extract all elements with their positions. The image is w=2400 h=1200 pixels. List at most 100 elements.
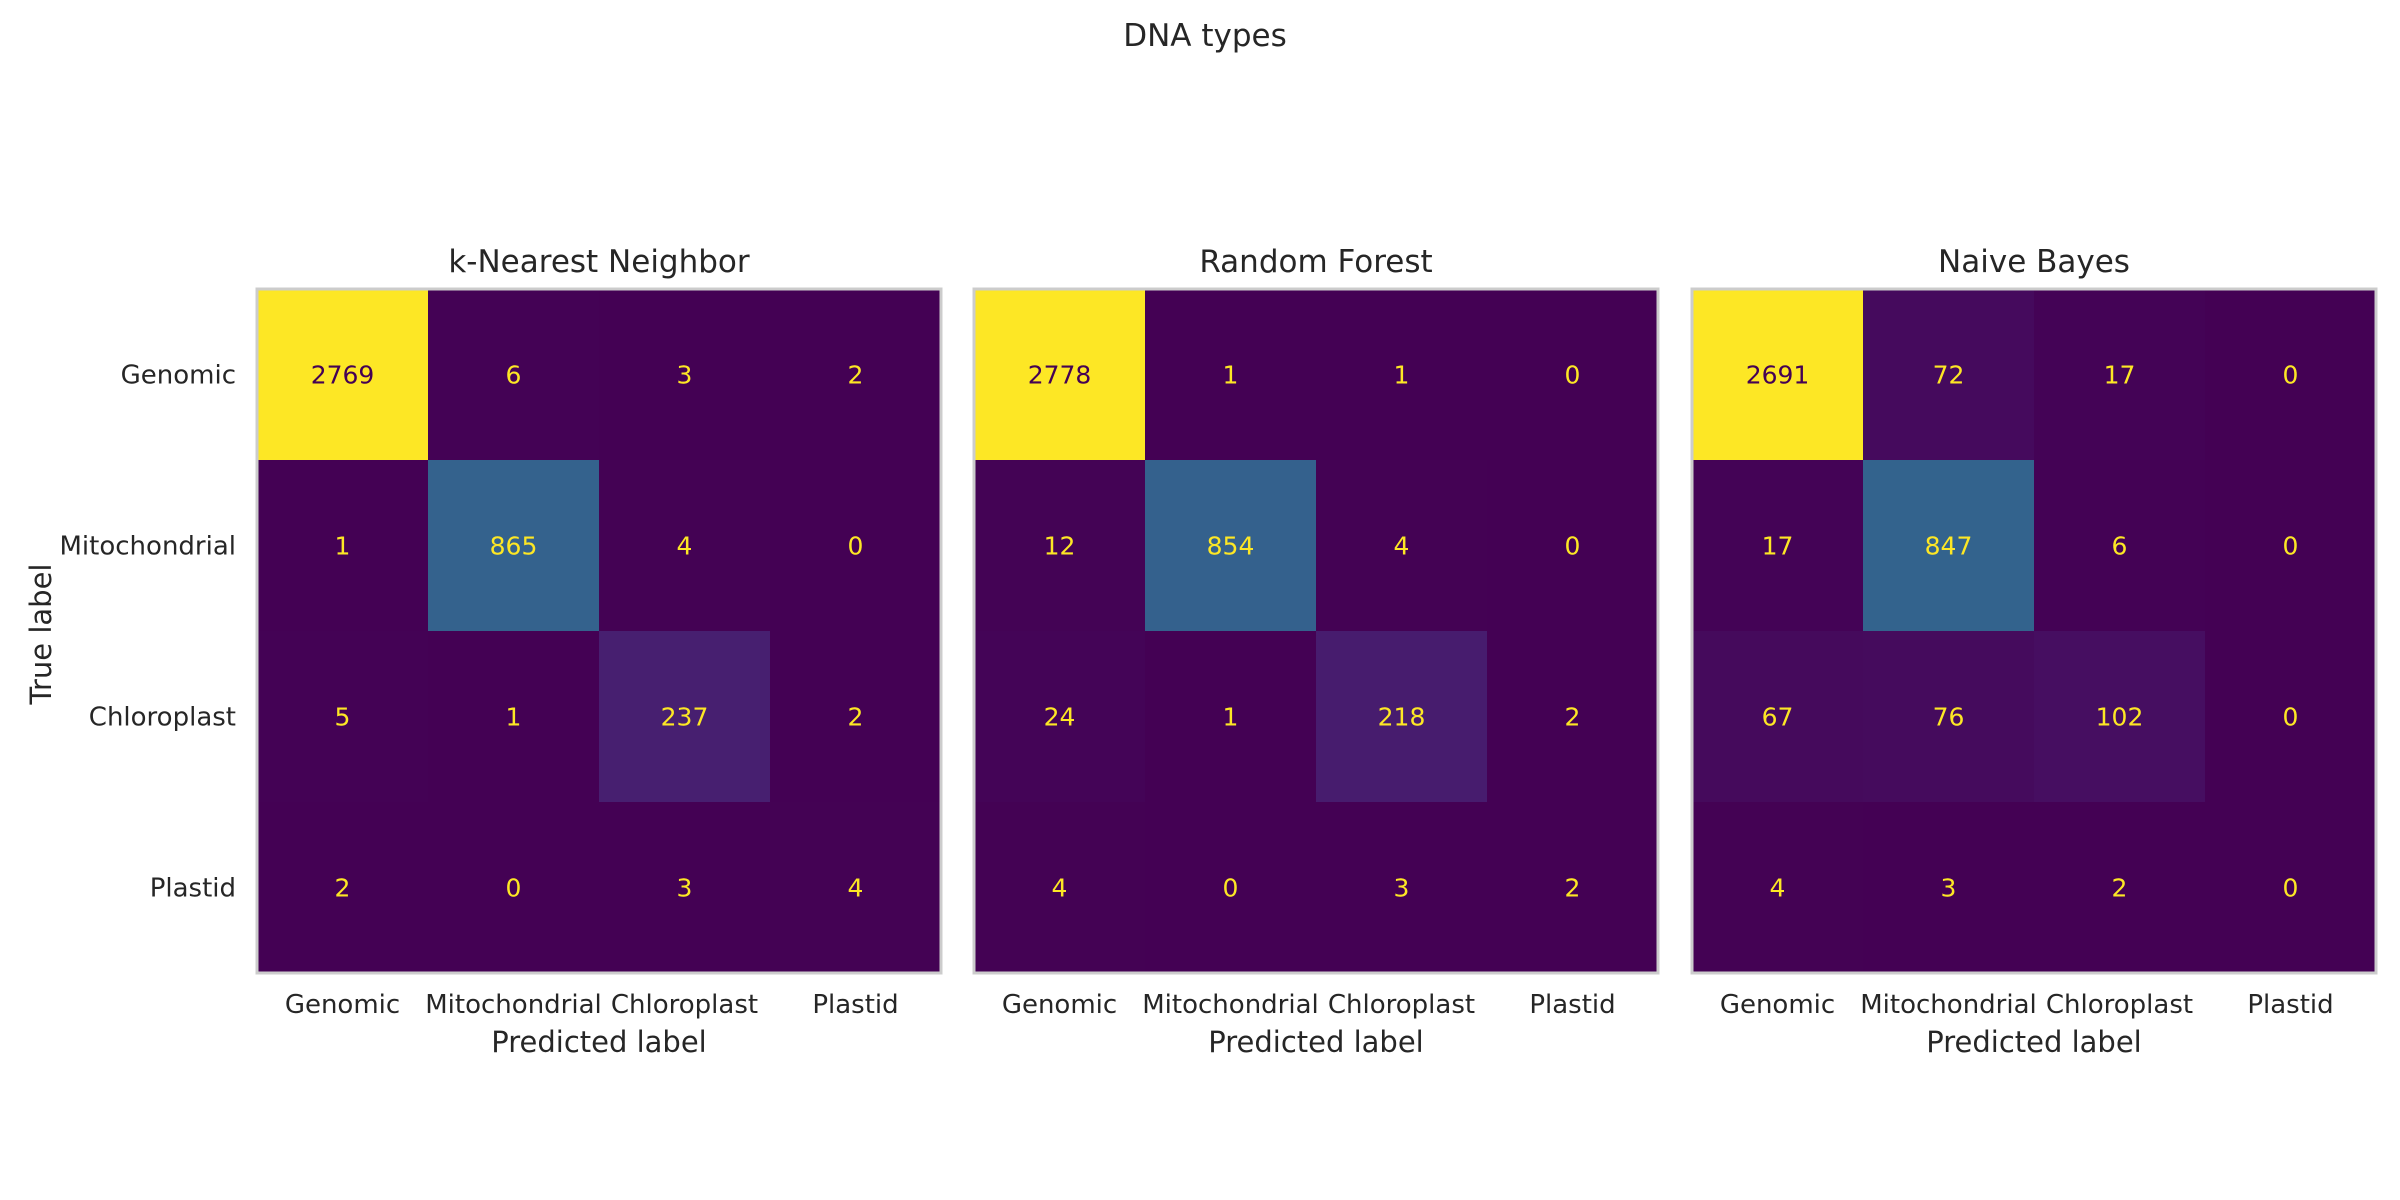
heatmap-cell [2034, 802, 2206, 974]
x-tick-label: Mitochondrial [1860, 990, 2037, 1020]
x-axis-label: Predicted label [491, 1025, 707, 1059]
cell-value-label: 3 [677, 874, 693, 903]
cell-value-label: 237 [661, 703, 709, 732]
cell-value-label: 2 [848, 703, 864, 732]
y-tick-label: Mitochondrial [60, 532, 237, 562]
heatmap-cell [1145, 460, 1317, 632]
panel-title: Random Forest [1199, 244, 1432, 280]
heatmap-cell [1316, 460, 1488, 632]
heatmap-cell [1487, 289, 1659, 461]
cell-value-label: 0 [2283, 703, 2299, 732]
cell-value-label: 0 [2283, 874, 2299, 903]
cell-value-label: 0 [506, 874, 522, 903]
heatmap-cell [1692, 802, 1864, 974]
cell-value-label: 2778 [1028, 361, 1092, 390]
heatmap-cell [257, 631, 429, 803]
x-tick-label: Chloroplast [2046, 990, 2193, 1020]
cell-value-label: 6 [506, 361, 522, 390]
cell-value-label: 6 [2112, 532, 2128, 561]
x-tick-label: Genomic [285, 990, 400, 1020]
heatmap-cell [2034, 289, 2206, 461]
confusion-matrix-panel: k-Nearest Neighbor 2769 6 3 2 1 865 4 0 5 1 237 2 2 0 3… [60, 244, 943, 1059]
heatmap-cell [2034, 631, 2206, 803]
heatmap-cell [770, 289, 942, 461]
heatmap-cell [1316, 289, 1488, 461]
cell-value-label: 0 [2283, 361, 2299, 390]
cell-value-label: 2 [335, 874, 351, 903]
x-tick-label: Chloroplast [1328, 990, 1475, 1020]
heatmap-cell [1863, 631, 2035, 803]
confusion-matrix-panel: Naive Bayes 2691 72 17 0 17 847 6 0 67 76 102 0 4 3 2 0 G… [1690, 244, 2378, 1059]
cell-value-label: 1 [1394, 361, 1410, 390]
x-tick-label: Mitochondrial [425, 990, 602, 1020]
cell-value-label: 76 [1933, 703, 1965, 732]
heatmap-cell [2205, 631, 2377, 803]
panel-title: k-Nearest Neighbor [448, 244, 750, 280]
x-tick-label: Genomic [1002, 990, 1117, 1020]
heatmap-cell [257, 802, 429, 974]
cell-value-label: 17 [2104, 361, 2136, 390]
heatmap-cell [1692, 289, 1864, 461]
heatmap-cell [1863, 802, 2035, 974]
heatmap-cell [1145, 631, 1317, 803]
y-tick-label: Plastid [150, 874, 236, 904]
heatmap-cell [257, 289, 429, 461]
heatmap-cell [1487, 631, 1659, 803]
panel-frame [255, 287, 943, 975]
heatmap-cell [599, 460, 771, 632]
x-axis-label: Predicted label [1208, 1025, 1424, 1059]
y-tick-label: Genomic [121, 361, 236, 391]
panel-title: Naive Bayes [1938, 244, 2130, 280]
cell-value-label: 3 [677, 361, 693, 390]
x-axis-label: Predicted label [1926, 1025, 2142, 1059]
cell-value-label: 4 [848, 874, 864, 903]
heatmap-cell [1145, 802, 1317, 974]
cell-value-label: 2 [1565, 874, 1581, 903]
heatmap-cell [974, 802, 1146, 974]
heatmap-cell [974, 289, 1146, 461]
panel-frame [1690, 287, 2378, 975]
cell-value-label: 2 [1565, 703, 1581, 732]
x-tick-label: Mitochondrial [1142, 990, 1319, 1020]
cell-value-label: 67 [1762, 703, 1794, 732]
heatmap-cell [1863, 289, 2035, 461]
cell-value-label: 17 [1762, 532, 1794, 561]
cell-value-label: 218 [1378, 703, 1426, 732]
cell-value-label: 2691 [1746, 361, 1810, 390]
x-tick-label: Plastid [1529, 990, 1615, 1020]
x-tick-label: Plastid [2247, 990, 2333, 1020]
cell-value-label: 1 [1223, 361, 1239, 390]
cell-value-label: 2 [2112, 874, 2128, 903]
cell-value-label: 3 [1941, 874, 1957, 903]
heatmap-cell [2205, 289, 2377, 461]
cell-value-label: 1 [1223, 703, 1239, 732]
heatmap-cell [428, 802, 600, 974]
cell-value-label: 5 [335, 703, 351, 732]
cell-value-label: 847 [1925, 532, 1973, 561]
cell-value-label: 4 [1394, 532, 1410, 561]
heatmap-cell [974, 631, 1146, 803]
heatmap-cell [428, 460, 600, 632]
cell-value-label: 1 [335, 532, 351, 561]
heatmap-cell [2034, 460, 2206, 632]
x-tick-label: Genomic [1720, 990, 1835, 1020]
y-axis-label: True label [24, 564, 58, 706]
heatmap-cell [428, 631, 600, 803]
heatmap-cell [1316, 802, 1488, 974]
cell-value-label: 4 [677, 532, 693, 561]
cell-value-label: 0 [1565, 361, 1581, 390]
panel-frame [972, 287, 1660, 975]
cell-value-label: 4 [1770, 874, 1786, 903]
cell-value-label: 0 [1565, 532, 1581, 561]
cell-value-label: 2769 [311, 361, 375, 390]
heatmap-cell [974, 460, 1146, 632]
x-tick-label: Chloroplast [611, 990, 758, 1020]
heatmap-cell [257, 460, 429, 632]
x-tick-label: Plastid [812, 990, 898, 1020]
heatmap-cell [2205, 802, 2377, 974]
cell-value-label: 12 [1044, 532, 1076, 561]
heatmap-cell [1487, 460, 1659, 632]
heatmap-cell [1692, 631, 1864, 803]
heatmap-cell [1692, 460, 1864, 632]
